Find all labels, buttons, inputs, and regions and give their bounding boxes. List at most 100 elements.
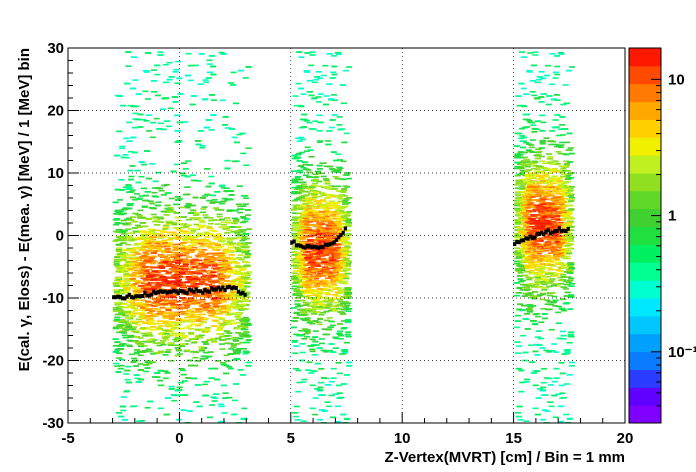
heatmap-cell — [119, 147, 126, 150]
heatmap-cell — [160, 263, 167, 265]
heatmap-cell — [203, 216, 210, 219]
heatmap-cell — [244, 293, 251, 295]
heatmap-cell — [154, 73, 161, 76]
heatmap-cell — [147, 247, 154, 249]
heatmap-cell — [196, 272, 203, 275]
heatmap-cell — [239, 319, 245, 322]
heatmap-cell — [209, 94, 216, 96]
heatmap-cell — [162, 260, 169, 263]
heatmap-cell — [196, 232, 203, 235]
heatmap-cell — [192, 338, 199, 340]
heatmap-cell — [219, 185, 226, 188]
heatmap-cell — [145, 177, 152, 180]
heatmap-cell — [214, 223, 221, 225]
heatmap-cell — [165, 349, 172, 351]
heatmap-cell — [127, 257, 133, 259]
heatmap-cell — [121, 334, 128, 337]
heatmap-cell — [213, 207, 219, 209]
heatmap-cell — [240, 152, 247, 155]
heatmap-cell — [240, 276, 247, 279]
heatmap-cell — [187, 228, 194, 230]
heatmap-cell — [142, 350, 149, 352]
heatmap-cell — [198, 316, 205, 319]
heatmap-cell — [147, 258, 154, 261]
heatmap-cell — [190, 275, 197, 278]
heatmap-cell — [245, 323, 252, 325]
heatmap-cell — [143, 194, 149, 197]
heatmap-cell — [234, 230, 241, 232]
heatmap-cell — [196, 323, 203, 325]
heatmap-cell — [191, 307, 198, 310]
heatmap-cell — [150, 275, 157, 277]
heatmap-cell — [119, 229, 126, 232]
heatmap-cell — [178, 394, 185, 396]
heatmap-cell — [142, 266, 149, 268]
heatmap-cell — [186, 410, 193, 412]
heatmap-cell — [167, 261, 174, 263]
heatmap-cell — [118, 213, 125, 216]
heatmap-cell — [179, 226, 186, 229]
heatmap-cell — [179, 297, 186, 299]
heatmap-cell — [137, 369, 144, 371]
heatmap-cell — [132, 287, 139, 289]
heatmap-cell — [151, 246, 158, 248]
heatmap-cell — [208, 175, 215, 178]
heatmap-cell — [118, 289, 125, 291]
heatmap-cell — [190, 323, 196, 326]
heatmap-cell — [231, 279, 238, 282]
heatmap-cell — [238, 334, 245, 337]
heatmap-cell — [226, 198, 233, 200]
heatmap-cell — [132, 230, 139, 233]
heatmap-cell — [139, 328, 146, 330]
heatmap-cell — [171, 332, 178, 335]
heatmap-cell — [225, 338, 232, 340]
heatmap-cell — [190, 241, 196, 243]
heatmap-cell — [151, 235, 158, 237]
heatmap-cell — [113, 261, 120, 263]
heatmap-cell — [175, 319, 182, 321]
heatmap-cell — [241, 274, 248, 276]
heatmap-cell — [157, 217, 164, 220]
heatmap-cell — [140, 332, 147, 335]
heatmap-cell — [198, 349, 205, 352]
heatmap-cell — [185, 52, 192, 55]
heatmap-cell — [210, 262, 217, 264]
heatmap-cell — [123, 186, 129, 188]
heatmap-cell — [244, 296, 251, 298]
heatmap-cell — [172, 285, 179, 288]
heatmap-cell — [126, 140, 133, 142]
heatmap-cell — [206, 227, 213, 229]
heatmap-cell — [215, 244, 222, 246]
heatmap-cell — [200, 321, 207, 324]
heatmap-cell — [122, 419, 128, 421]
heatmap-cell — [172, 294, 179, 296]
heatmap-cell — [144, 261, 151, 264]
heatmap-cell — [155, 171, 162, 174]
heatmap-cell — [125, 65, 132, 67]
heatmap-cell — [149, 341, 156, 343]
heatmap-cell — [170, 231, 177, 234]
heatmap-cell — [132, 304, 139, 307]
heatmap-cell — [242, 245, 249, 248]
heatmap-cell — [219, 324, 226, 327]
heatmap-cell — [205, 293, 212, 296]
heatmap-cell — [217, 296, 224, 298]
heatmap-cell — [136, 246, 143, 249]
heatmap-cell — [182, 230, 189, 233]
heatmap-cell — [159, 276, 166, 278]
heatmap-cell — [165, 323, 172, 326]
heatmap-cell — [166, 220, 173, 223]
heatmap-cell — [243, 197, 250, 199]
heatmap-cell — [125, 306, 132, 309]
heatmap-cell — [144, 71, 150, 73]
heatmap-cell — [139, 118, 146, 121]
heatmap-cell — [200, 355, 207, 357]
heatmap-cell — [142, 225, 149, 228]
heatmap-cell — [178, 206, 185, 209]
heatmap-cell — [142, 90, 149, 93]
heatmap-cell — [200, 238, 206, 241]
heatmap-cell — [160, 108, 166, 110]
heatmap-cell — [154, 64, 161, 67]
heatmap-cell — [113, 362, 120, 365]
heatmap-cell — [175, 300, 181, 303]
